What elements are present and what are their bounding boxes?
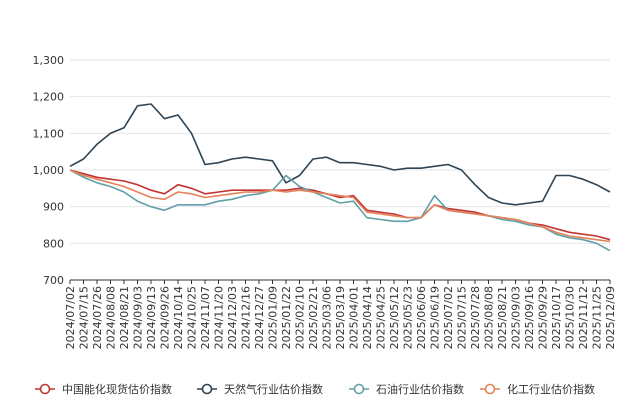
x-tick-label: 2025/10/17 [550, 286, 563, 349]
x-tick-label: 2025/02/21 [307, 286, 320, 349]
series-line-0 [69, 169, 611, 241]
series-line-1 [69, 103, 611, 206]
x-tick-label: 2024/12/16 [240, 286, 253, 349]
x-tick-label: 2025/11/25 [591, 286, 604, 349]
x-tick-label: 2025/08/08 [483, 286, 496, 349]
x-tick-label: 2025/09/03 [510, 286, 523, 349]
legend-label: 化工行业估价指数 [507, 382, 595, 396]
x-tick-label: 2025/08/21 [496, 286, 509, 349]
y-tick-label: 1,200 [33, 91, 65, 104]
x-tick-label: 2025/07/15 [456, 286, 469, 349]
x-axis [69, 279, 611, 284]
x-tick-label: 2024/10/14 [172, 286, 185, 349]
x-tick-label: 2024/11/20 [213, 286, 226, 349]
y-tick-label: 1,300 [33, 54, 65, 67]
x-axis-tick-labels: 2024/07/02 2024/07/15 2024/07/26 2024/08/08… [64, 286, 617, 349]
x-tick-label: 2025/09/29 [537, 286, 550, 349]
x-tick-label: 2025/04/14 [361, 286, 374, 349]
x-tick-label: 2025/03/19 [334, 286, 347, 349]
x-tick-label: 2025/07/28 [469, 286, 482, 349]
legend: 中国能化现货估价指数 天然气行业估价指数 石油行业估价指数 化工行业估价指数 [35, 382, 595, 396]
x-tick-label: 2024/08/21 [118, 286, 131, 349]
legend-item-0[interactable]: 中国能化现货估价指数 [35, 382, 172, 396]
x-tick-label: 2025/05/12 [388, 286, 401, 349]
x-tick-label: 2025/10/30 [564, 286, 577, 349]
x-tick-label: 2025/05/23 [402, 286, 415, 349]
y-tick-label: 800 [43, 237, 64, 250]
legend-label: 石油行业估价指数 [376, 382, 464, 396]
x-tick-label: 2024/12/27 [253, 286, 266, 349]
legend-marker-icon [39, 383, 51, 395]
legend-label: 中国能化现货估价指数 [62, 382, 172, 396]
legend-item-2[interactable]: 石油行业估价指数 [349, 382, 464, 396]
x-tick-label: 2024/08/08 [105, 286, 118, 349]
y-tick-label: 700 [43, 274, 64, 287]
x-tick-label: 2025/06/19 [429, 286, 442, 349]
series-lines [69, 103, 611, 252]
legend-marker-icon [201, 383, 213, 395]
legend-marker-icon [353, 383, 365, 395]
legend-item-3[interactable]: 化工行业估价指数 [480, 382, 595, 396]
x-tick-label: 2025/01/22 [280, 286, 293, 349]
x-tick-label: 2025/03/06 [321, 286, 334, 349]
x-tick-label: 2024/12/03 [226, 286, 239, 349]
x-tick-label: 2024/09/03 [132, 286, 145, 349]
x-tick-label: 2025/02/10 [294, 286, 307, 349]
x-tick-label: 2024/07/15 [78, 286, 91, 349]
x-tick-label: 2025/01/09 [267, 286, 280, 349]
x-tick-label: 2024/10/25 [186, 286, 199, 349]
x-tick-label: 2025/06/06 [415, 286, 428, 349]
x-tick-label: 2025/04/25 [375, 286, 388, 349]
y-tick-label: 1,000 [33, 164, 65, 177]
legend-marker-icon [484, 383, 496, 395]
x-tick-label: 2025/04/01 [348, 286, 361, 349]
x-tick-label: 2025/07/02 [442, 286, 455, 349]
x-tick-label: 2024/09/26 [159, 286, 172, 349]
legend-label: 天然气行业估价指数 [224, 382, 323, 396]
x-tick-label: 2025/11/12 [577, 286, 590, 349]
y-axis-tick-labels: 700 800 900 1,000 1,100 1,200 1,300 [33, 54, 65, 287]
x-tick-label: 2024/09/13 [145, 286, 158, 349]
y-tick-label: 900 [43, 201, 64, 214]
grid-lines [70, 59, 610, 281]
x-tick-label: 2025/12/09 [604, 286, 617, 349]
legend-item-1[interactable]: 天然气行业估价指数 [197, 382, 323, 396]
x-tick-label: 2024/07/02 [64, 286, 77, 349]
y-tick-label: 1,100 [33, 127, 65, 140]
series-line-3 [69, 169, 611, 243]
x-tick-label: 2025/09/16 [523, 286, 536, 349]
series-line-2 [69, 169, 611, 252]
x-tick-label: 2024/11/07 [199, 286, 212, 349]
x-tick-label: 2024/07/26 [91, 286, 104, 349]
